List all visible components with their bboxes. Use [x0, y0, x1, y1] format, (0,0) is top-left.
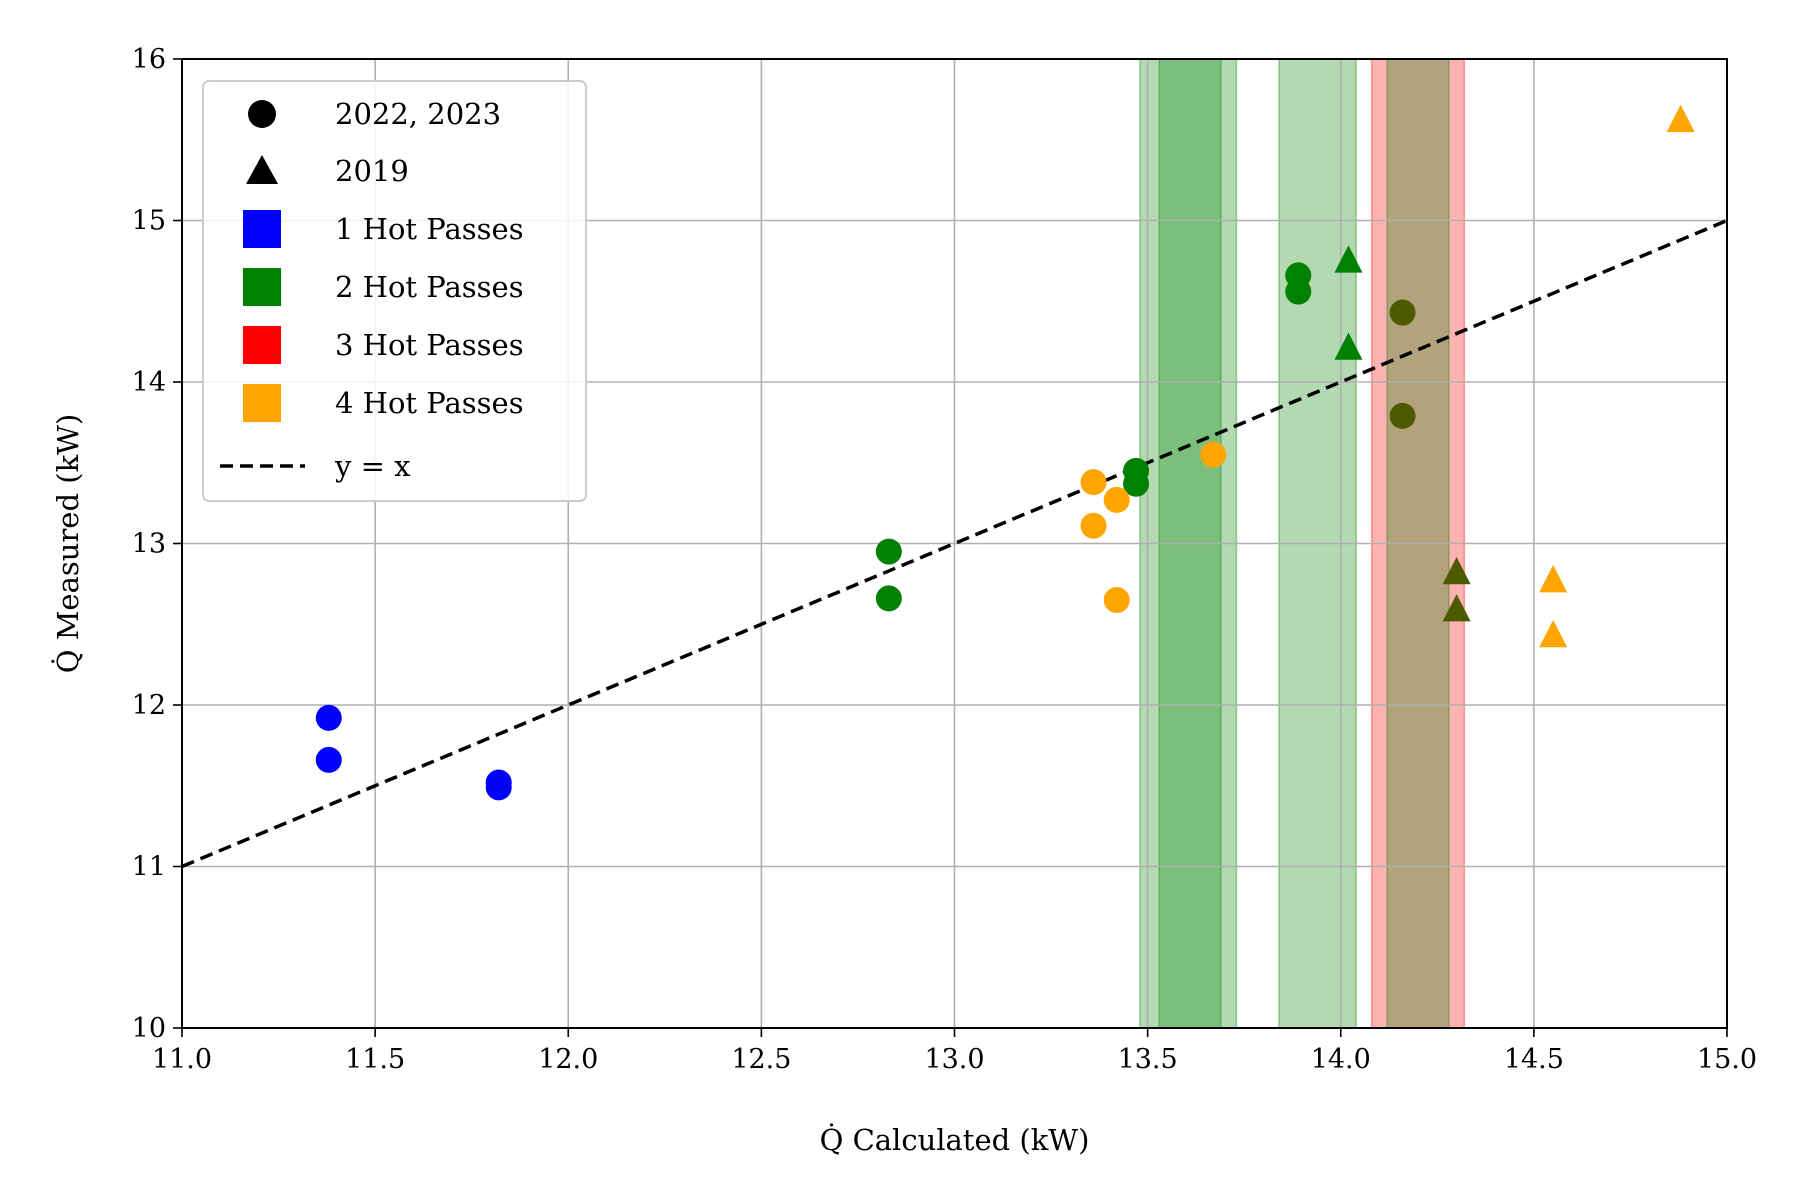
y-tick-label: 15 — [132, 206, 166, 237]
legend-marker-square — [243, 384, 281, 422]
y-tick-label: 14 — [132, 367, 166, 398]
data-point-circle — [1285, 278, 1312, 305]
legend-box — [202, 80, 587, 502]
legend-marker-triangle — [246, 155, 278, 184]
legend-label: 1 Hot Passes — [335, 212, 524, 246]
y-axis-label: Q̇ Measured (kW) — [51, 414, 85, 674]
legend-label: 2022, 2023 — [335, 97, 501, 131]
data-point-triangle — [1666, 104, 1695, 133]
data-point-circle — [315, 704, 342, 731]
data-point-triangle — [1334, 245, 1363, 273]
data-point-triangle — [1442, 594, 1471, 622]
x-tick-label: 14.5 — [1504, 1044, 1564, 1075]
data-point-triangle — [1442, 556, 1471, 585]
y-tick-label: 10 — [132, 1013, 166, 1044]
x-tick-label: 11.0 — [152, 1044, 212, 1075]
x-tick-label: 12.5 — [731, 1044, 791, 1075]
x-tick-label: 13.5 — [1118, 1044, 1178, 1075]
legend-label: 2019 — [335, 154, 409, 188]
data-point-circle — [1103, 486, 1130, 513]
data-point-circle — [1080, 469, 1107, 496]
x-tick-label: 14.0 — [1311, 1044, 1371, 1075]
legend-marker-square — [243, 326, 281, 364]
data-point-circle — [875, 538, 902, 565]
x-tick-label: 15.0 — [1697, 1044, 1757, 1075]
legend-label: y = x — [334, 449, 410, 483]
legend-marker-square — [243, 210, 281, 248]
legend-label: 4 Hot Passes — [335, 386, 524, 420]
x-tick-label: 13.0 — [924, 1044, 984, 1075]
y-tick-label: 16 — [132, 44, 166, 75]
points-layer — [315, 104, 1695, 801]
data-point-circle — [1389, 299, 1416, 326]
data-point-circle — [315, 746, 342, 773]
data-point-triangle — [1334, 332, 1363, 360]
legend: 2022, 2023 2019 1 Hot Passes 2 Hot Passes 3 … — [202, 80, 587, 502]
y-tick-label: 12 — [132, 690, 166, 721]
legend-marker-circle — [248, 100, 276, 128]
x-tick-label: 12.0 — [538, 1044, 598, 1075]
data-point-circle — [1200, 441, 1227, 468]
ticks-layer: 11.0 11.5 12.0 12.5 13.0 13.5 14.0 14.5 15.0 10 11… — [132, 44, 1757, 1075]
y-tick-label: 13 — [132, 529, 166, 560]
data-point-circle — [875, 585, 902, 612]
x-tick-label: 11.5 — [345, 1044, 405, 1075]
data-point-circle — [1080, 512, 1107, 539]
data-point-circle — [1103, 587, 1130, 614]
x-axis-label: Q̇ Calculated (kW) — [820, 1123, 1090, 1157]
data-point-circle — [1389, 402, 1416, 429]
data-point-triangle — [1539, 619, 1568, 648]
legend-label: 2 Hot Passes — [335, 270, 524, 304]
y-tick-label: 11 — [132, 852, 166, 883]
legend-label: 3 Hot Passes — [335, 328, 524, 362]
data-point-triangle — [1539, 565, 1568, 593]
data-point-circle — [485, 774, 512, 801]
legend-marker-square — [243, 268, 281, 306]
data-point-circle — [1123, 470, 1150, 497]
